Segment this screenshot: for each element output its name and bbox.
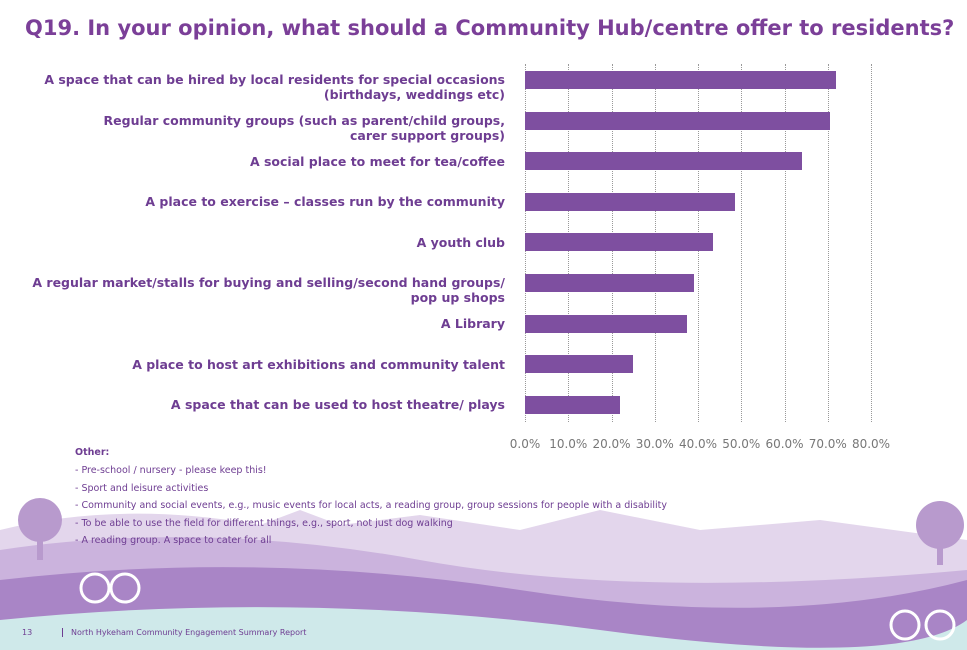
x-tick-label: 70.0% — [808, 437, 847, 451]
bar — [525, 395, 621, 414]
category-label: A place to host art exhibitions and comm… — [132, 356, 505, 372]
category-label: A space that can be hired by local resid… — [44, 72, 505, 102]
other-item: - Pre-school / nursery - please keep thi… — [75, 465, 267, 476]
bar — [525, 274, 694, 292]
grid-line — [741, 64, 743, 422]
other-item: - Community and social events, e.g., mus… — [75, 500, 667, 511]
chart-title: Q19. In your opinion, what should a Comm… — [25, 16, 955, 40]
x-tick-label: 0.0% — [509, 437, 541, 451]
other-item: - To be able to use the field for differ… — [75, 517, 453, 529]
grid-line — [871, 64, 872, 422]
x-tick-label: 50.0% — [722, 437, 761, 451]
category-label: A social place to meet for tea/coffee — [249, 153, 505, 169]
category-label: A place to exercise – classes run by the… — [145, 194, 505, 210]
x-tick-label: 40.0% — [678, 437, 718, 451]
bar — [525, 233, 714, 252]
other-item: - Sport and leisure activities — [75, 482, 209, 494]
landscape — [0, 498, 967, 650]
category-label: A youth club — [416, 234, 505, 250]
page-number: 13 — [22, 628, 33, 637]
x-tick-label: 10.0% — [549, 437, 588, 451]
x-tick-label: 80.0% — [851, 437, 891, 451]
category-label: A regular market/stalls for buying and s… — [32, 275, 505, 305]
bar — [525, 71, 837, 89]
report-name: North Hykeham Community Engagement Summa… — [62, 628, 306, 637]
category-label: Regular community groups (such as parent… — [103, 112, 505, 143]
bar — [525, 355, 634, 374]
other-heading: Other: — [75, 447, 110, 458]
bar — [525, 314, 688, 333]
bar — [525, 192, 735, 211]
x-tick-label: 20.0% — [592, 437, 631, 451]
x-tick-label: 30.0% — [635, 437, 674, 451]
category-label: A Library — [440, 316, 505, 332]
x-tick-label: 60.0% — [765, 437, 804, 451]
category-label: A space that can be used to host theatre… — [170, 397, 505, 413]
bar — [525, 152, 802, 171]
bar — [525, 111, 830, 130]
grid-line — [827, 64, 829, 422]
other-item: - A reading group. A space to cater for … — [75, 535, 272, 546]
grid-line — [784, 64, 786, 422]
